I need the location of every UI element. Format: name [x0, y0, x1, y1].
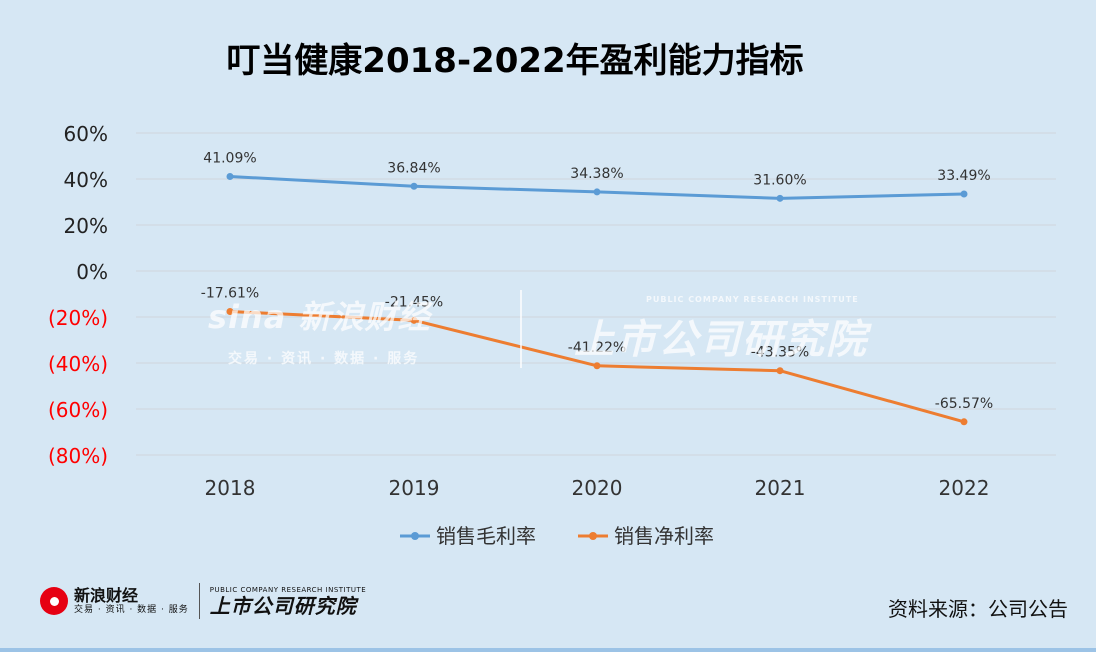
x-tick-label: 2020	[572, 476, 623, 500]
data-label: 31.60%	[753, 172, 806, 188]
series-point	[226, 172, 234, 180]
institute-logo: PUBLIC COMPANY RESEARCH INSTITUTE 上市公司研究…	[209, 585, 367, 618]
data-labels: 41.09% 36.84% 34.38% 31.60% 33.49% -17.61% -21…	[201, 150, 993, 411]
series-lines	[228, 174, 966, 424]
series-point	[410, 182, 418, 190]
institute-english-name: PUBLIC COMPANY RESEARCH INSTITUTE	[209, 585, 367, 594]
data-label: 33.49%	[937, 168, 990, 184]
data-label: 34.38%	[570, 166, 623, 182]
y-tick-label: 0%	[76, 260, 108, 284]
source-note: 资料来源：公司公告	[888, 597, 1068, 621]
data-label: -65.57%	[935, 396, 993, 412]
y-tick-label: (80%)	[48, 444, 108, 468]
series-point	[776, 367, 784, 375]
x-tick-label: 2018	[205, 476, 256, 500]
data-label: -17.61%	[201, 286, 259, 302]
y-tick-label: 60%	[64, 122, 108, 146]
data-label: 41.09%	[203, 150, 256, 166]
data-label: -41.22%	[568, 340, 626, 356]
institute-name: 上市公司研究院	[209, 593, 357, 618]
x-tick-label: 2022	[939, 476, 990, 500]
series-point	[410, 316, 418, 324]
series-point	[593, 188, 601, 196]
legend-label: 销售净利率	[614, 524, 714, 548]
sina-logo-group: 新浪财经 交易 · 资讯 · 数据 · 服务	[40, 587, 189, 615]
legend: 销售毛利率 销售净利率	[400, 524, 714, 548]
sina-logo-icon	[40, 587, 68, 615]
y-tick-label: 40%	[64, 168, 108, 192]
legend-marker	[411, 532, 419, 540]
data-label: -21.45%	[385, 294, 443, 310]
series-point	[960, 418, 968, 426]
x-axis-labels: 2018 2019 2020 2021 2022	[205, 476, 990, 500]
y-axis-labels: 60% 40% 20% 0% (20%) (40%) (60%) (80%)	[48, 122, 108, 468]
y-tick-label: (60%)	[48, 398, 108, 422]
sina-name: 新浪财经	[74, 585, 139, 605]
y-tick-label: 20%	[64, 214, 108, 238]
series-point	[593, 362, 601, 370]
legend-marker	[589, 532, 597, 540]
sina-subtitle: 交易 · 资讯 · 数据 · 服务	[74, 604, 189, 615]
brand-divider	[198, 583, 200, 619]
legend-label: 销售毛利率	[436, 524, 536, 548]
data-label: 36.84%	[387, 160, 440, 176]
series-point	[776, 194, 784, 202]
series-point	[960, 190, 968, 198]
data-label: -43.35%	[751, 345, 809, 361]
y-tick-label: (20%)	[48, 306, 108, 330]
grid-lines	[136, 132, 1056, 456]
bottom-border	[0, 648, 1096, 652]
chart-title: 叮当健康2018-2022年盈利能力指标	[226, 41, 803, 81]
series-point	[226, 308, 234, 316]
y-tick-label: (40%)	[48, 352, 108, 376]
series-points	[226, 172, 968, 426]
x-tick-label: 2019	[389, 476, 440, 500]
x-tick-label: 2021	[755, 476, 806, 500]
brand-logo-group: 新浪财经 交易 · 资讯 · 数据 · 服务 PUBLIC COMPANY RE…	[40, 580, 366, 622]
